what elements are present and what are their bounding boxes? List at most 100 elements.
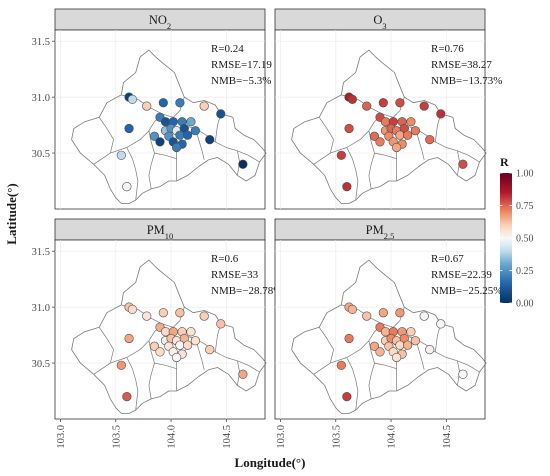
district-boundary xyxy=(368,340,375,399)
district-boundary xyxy=(374,152,397,160)
district-boundary xyxy=(374,362,397,370)
x-tick-label: 103.0 xyxy=(276,425,287,449)
station-point xyxy=(458,369,468,379)
district-boundary xyxy=(126,147,139,201)
y-tick-label: 30.5 xyxy=(32,149,50,160)
stat-text: R=0.67 xyxy=(431,253,464,265)
station-point xyxy=(175,340,185,350)
station-point xyxy=(186,117,196,127)
station-point xyxy=(425,135,435,145)
district-boundary xyxy=(154,362,177,370)
panel-label-sub: 10 xyxy=(165,231,174,241)
colorbar: R 0.00 0.25 0.50 0.75 1.00 xyxy=(500,155,534,310)
map-boundary xyxy=(291,259,487,414)
station-point xyxy=(458,159,468,169)
district-boundary xyxy=(318,117,334,154)
station-point xyxy=(403,340,413,350)
x-tick-label: 103.5 xyxy=(111,425,122,449)
station-point xyxy=(436,109,446,119)
stat-text: R=0.6 xyxy=(211,253,239,265)
station-point xyxy=(395,98,405,108)
station-point xyxy=(403,130,413,140)
panel-label: PM10 xyxy=(147,223,174,241)
stat-text: NMB=−13.73% xyxy=(431,75,502,87)
panel-label-main: PM xyxy=(366,223,384,237)
station-point xyxy=(410,126,420,136)
station-point xyxy=(127,94,137,104)
station-point xyxy=(362,101,372,111)
stat-text: R=0.24 xyxy=(211,43,244,55)
station-point xyxy=(190,336,200,346)
station-point xyxy=(369,341,380,351)
station-point xyxy=(122,392,132,402)
colorbar-tick-label: 0.00 xyxy=(516,299,534,310)
panel-label-sub: 3 xyxy=(382,21,386,31)
station-point xyxy=(395,130,405,140)
station-point xyxy=(175,130,185,140)
panel-label-sub: 2 xyxy=(167,21,171,31)
panel-label-main: NO xyxy=(149,13,167,27)
colorbar-tick-label: 0.25 xyxy=(516,266,534,277)
y-tick-label: 31.5 xyxy=(32,37,50,48)
y-tick-label: 30.5 xyxy=(32,359,50,370)
station-point xyxy=(190,126,200,136)
district-boundary xyxy=(126,357,139,411)
station-point xyxy=(155,347,165,357)
y-axis-title: Latitude(°) xyxy=(4,183,19,245)
colorbar-tick-label: 1.00 xyxy=(516,169,534,180)
stat-text: RMSE=38.27 xyxy=(431,59,492,71)
panel-label: PM2.5 xyxy=(366,223,395,241)
station-point xyxy=(378,98,388,108)
station-point xyxy=(142,101,152,111)
x-tick-label: 104.5 xyxy=(442,425,453,449)
station-point xyxy=(171,352,182,363)
panel-3: PM10 R=0.6 RMSE=33 NMB=−28.78% 30.5 31.0 31.5 1… xyxy=(32,218,282,449)
station-point xyxy=(238,159,248,169)
station-point xyxy=(375,347,385,357)
station-point xyxy=(238,369,248,379)
x-axis-title: Longitude(°) xyxy=(235,455,306,470)
station-point xyxy=(199,101,209,111)
x-tick-label: 103.0 xyxy=(56,425,67,449)
district-boundary xyxy=(318,327,334,364)
stat-text: RMSE=33 xyxy=(211,269,259,281)
colorbar-tick-label: 0.75 xyxy=(516,201,534,212)
panel-1: NO2 R=0.24 RMSE=17.19 NMB=−5.3% 30.5 31.0 31.5 xyxy=(32,8,272,210)
station-point xyxy=(336,150,346,160)
panel-label-main: PM xyxy=(147,223,165,237)
y-tick-label: 31.5 xyxy=(32,247,50,258)
station-point xyxy=(391,142,402,153)
stat-text: RMSE=22.39 xyxy=(431,269,492,281)
district-boundary xyxy=(313,306,405,375)
station-point xyxy=(171,142,182,153)
district-boundary xyxy=(93,306,185,375)
station-point xyxy=(127,304,137,314)
station-point xyxy=(142,311,152,321)
panel-label: NO2 xyxy=(149,13,171,31)
district-boundary xyxy=(154,152,177,160)
station-point xyxy=(158,308,168,318)
panel-4: PM2.5 R=0.67 RMSE=22.39 NMB=−25.25% 103.0 103… xyxy=(274,218,502,449)
station-point xyxy=(342,392,352,402)
station-point xyxy=(124,123,134,134)
district-boundary xyxy=(98,327,114,364)
station-point xyxy=(347,94,357,104)
station-point xyxy=(419,311,429,321)
stat-text: NMB=−25.25% xyxy=(431,285,502,297)
station-point xyxy=(425,345,435,355)
station-point xyxy=(410,336,420,346)
station-point xyxy=(116,360,126,370)
station-point xyxy=(436,319,446,329)
station-point xyxy=(406,117,416,127)
station-point xyxy=(216,319,226,329)
station-point xyxy=(395,308,405,318)
station-point xyxy=(216,109,226,119)
station-point xyxy=(122,182,132,192)
map-boundary xyxy=(71,259,267,414)
x-tick-label: 104.0 xyxy=(387,425,398,449)
station-point xyxy=(362,311,372,321)
district-boundary xyxy=(93,96,185,165)
station-point xyxy=(183,340,193,350)
panel-label: O3 xyxy=(373,13,386,31)
